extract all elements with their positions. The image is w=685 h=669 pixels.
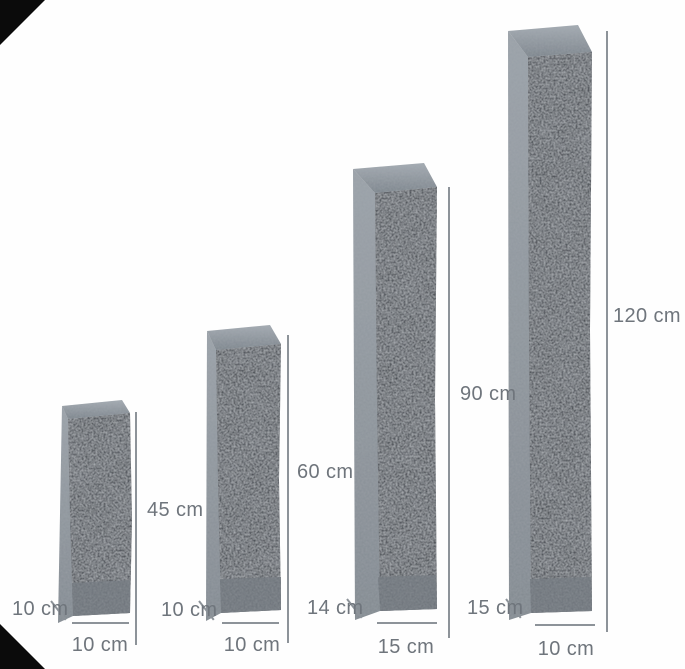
height-line-120 — [606, 31, 608, 632]
post-60-foot — [220, 577, 281, 613]
height-label-45: 45 cm — [147, 499, 204, 521]
height-line-45 — [135, 412, 137, 645]
depth-label-45: 10 cm — [12, 598, 69, 620]
post-45-foot — [72, 580, 130, 616]
post-120 — [508, 25, 592, 620]
height-label-120: 120 cm — [613, 305, 681, 327]
post-90-front-face — [375, 187, 437, 611]
post-90-top-face — [353, 163, 437, 193]
top-left-corner-marker — [0, 0, 45, 45]
width-line-90 — [377, 622, 437, 624]
height-line-90 — [448, 187, 450, 638]
post-120-front-face — [528, 52, 592, 613]
post-60-front-face — [216, 344, 281, 613]
bottom-left-corner-marker — [0, 624, 45, 669]
height-label-60: 60 cm — [297, 461, 354, 483]
width-label-90: 15 cm — [377, 636, 435, 658]
post-45-top-face — [62, 400, 130, 419]
width-label-60: 10 cm — [223, 634, 281, 656]
height-label-90: 90 cm — [460, 383, 517, 405]
post-120-top-face — [508, 25, 592, 57]
height-line-60 — [287, 335, 289, 643]
width-label-45: 10 cm — [71, 634, 129, 656]
width-line-45 — [72, 622, 129, 624]
post-60-top-face — [207, 325, 281, 350]
post-45-side-face — [58, 406, 73, 623]
post-45-front-face — [68, 413, 132, 616]
width-label-120: 10 cm — [537, 638, 595, 660]
post-90-foot — [378, 575, 437, 611]
depth-label-60: 10 cm — [161, 599, 218, 621]
depth-label-90: 14 cm — [307, 597, 364, 619]
width-line-60 — [222, 622, 279, 624]
width-line-120 — [535, 624, 595, 626]
post-120-side-face — [508, 31, 531, 620]
depth-label-120: 15 cm — [467, 597, 524, 619]
post-60 — [206, 325, 281, 621]
post-90-side-face — [353, 169, 380, 620]
post-45 — [58, 400, 132, 623]
post-120-foot — [530, 577, 592, 613]
post-60-side-face — [206, 331, 221, 621]
post-90 — [353, 163, 437, 620]
